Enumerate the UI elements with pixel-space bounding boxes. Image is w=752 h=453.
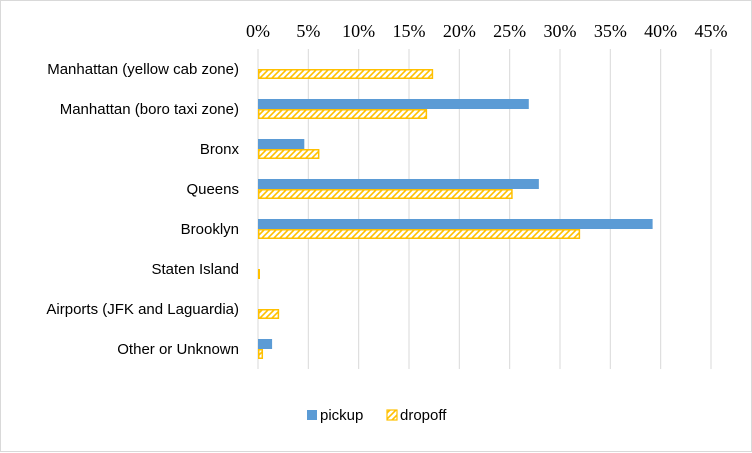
bar-pickup-manhattan-boro-taxi-zone [258, 99, 529, 109]
legend: pickup dropoff [307, 407, 447, 424]
x-tick-label-7: 35% [594, 21, 627, 41]
category-label-brooklyn: Brooklyn [181, 221, 239, 238]
category-label-other-or-unknown: Other or Unknown [117, 341, 239, 358]
bar-pickup-queens [258, 179, 539, 189]
x-tick-label-8: 40% [644, 21, 677, 41]
y-axis-categories: Manhattan (yellow cab zone) Manhattan (bo… [46, 61, 239, 358]
category-label-bronx: Bronx [200, 141, 240, 158]
bar-dropoff-staten-island [258, 269, 260, 279]
x-axis-ticks: 0% 5% 10% 15% 20% 25% 30% 35% 40% 45% [246, 21, 728, 41]
category-label-airports-jfk-and-laguardia: Airports (JFK and Laguardia) [46, 301, 239, 318]
legend-swatch-dropoff [386, 409, 398, 421]
grid-layer [257, 49, 712, 369]
bars [258, 69, 653, 359]
bar-pickup-bronx [258, 139, 305, 149]
bar-pickup-brooklyn [258, 219, 653, 229]
bar-dropoff-manhattan-yellow-cab-zone [258, 69, 434, 79]
x-tick-label-5: 25% [493, 21, 526, 41]
bar-dropoff-bronx [258, 149, 320, 159]
category-label-manhattan-yellow-cab-zone: Manhattan (yellow cab zone) [47, 61, 239, 78]
x-tick-label-3: 15% [393, 21, 426, 41]
category-label-staten-island: Staten Island [151, 261, 239, 278]
x-tick-label-1: 5% [296, 21, 320, 41]
legend-label-pickup: pickup [320, 407, 363, 424]
x-tick-label-9: 45% [695, 21, 728, 41]
bar-dropoff-airports-jfk-and-laguardia [258, 309, 280, 319]
bar-dropoff-queens [258, 189, 513, 199]
category-label-queens: Queens [186, 181, 239, 198]
x-tick-label-6: 30% [544, 21, 577, 41]
bar-dropoff-brooklyn [258, 229, 581, 239]
x-tick-label-0: 0% [246, 21, 270, 41]
x-tick-label-4: 20% [443, 21, 476, 41]
x-tick-label-2: 10% [342, 21, 375, 41]
bar-pickup-other-or-unknown [258, 339, 273, 349]
legend-swatch-pickup [307, 410, 317, 420]
legend-label-dropoff: dropoff [400, 407, 447, 424]
bar-dropoff-manhattan-boro-taxi-zone [258, 109, 428, 119]
bar-dropoff-other-or-unknown [258, 349, 264, 359]
category-label-manhattan-boro-taxi-zone: Manhattan (boro taxi zone) [60, 101, 239, 118]
